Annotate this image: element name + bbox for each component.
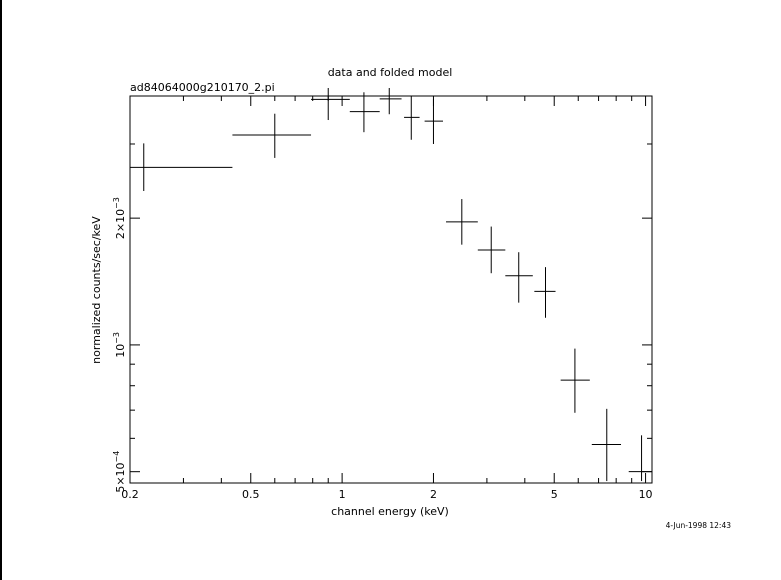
data-point — [311, 88, 350, 121]
y-tick-label: 10−3 — [112, 332, 127, 358]
plot-timestamp: 4-Jun-1998 12:43 — [666, 521, 732, 530]
y-axis-ticks — [130, 143, 652, 473]
data-point — [628, 435, 652, 482]
y-axis-tick-labels: 5×10−4 10−3 2×10−3 — [112, 197, 127, 493]
x-tick-label: 5 — [551, 488, 558, 501]
data-points — [130, 88, 652, 482]
x-tick-label: 2 — [430, 488, 437, 501]
data-point — [560, 348, 590, 413]
chart-subtitle: ad84064000g210170_2.pi — [130, 81, 275, 94]
data-point — [424, 98, 443, 144]
plot-frame — [129, 95, 653, 484]
window-left-border — [0, 0, 2, 580]
data-point — [232, 113, 312, 158]
x-tick-label: 1 — [339, 488, 346, 501]
data-point — [130, 143, 233, 191]
data-point — [505, 252, 533, 303]
data-point — [591, 408, 622, 482]
y-axis-label: normalized counts/sec/keV — [90, 216, 103, 364]
data-point — [477, 226, 506, 274]
x-tick-label: 0.5 — [242, 488, 260, 501]
data-point — [349, 92, 380, 133]
x-tick-label: 0.2 — [121, 488, 139, 501]
x-axis-label: channel energy (keV) — [331, 505, 449, 518]
data-point — [379, 88, 402, 115]
chart-title: data and folded model — [328, 66, 453, 79]
x-axis-tick-labels: 0.2 0.5 1 2 5 10 — [121, 488, 652, 501]
data-point — [534, 267, 556, 318]
data-point — [404, 95, 420, 140]
y-tick-label: 2×10−3 — [112, 197, 127, 239]
x-axis-ticks — [129, 96, 647, 483]
x-tick-label: 10 — [639, 488, 653, 501]
data-point — [446, 199, 478, 245]
y-tick-label: 5×10−4 — [112, 451, 127, 493]
